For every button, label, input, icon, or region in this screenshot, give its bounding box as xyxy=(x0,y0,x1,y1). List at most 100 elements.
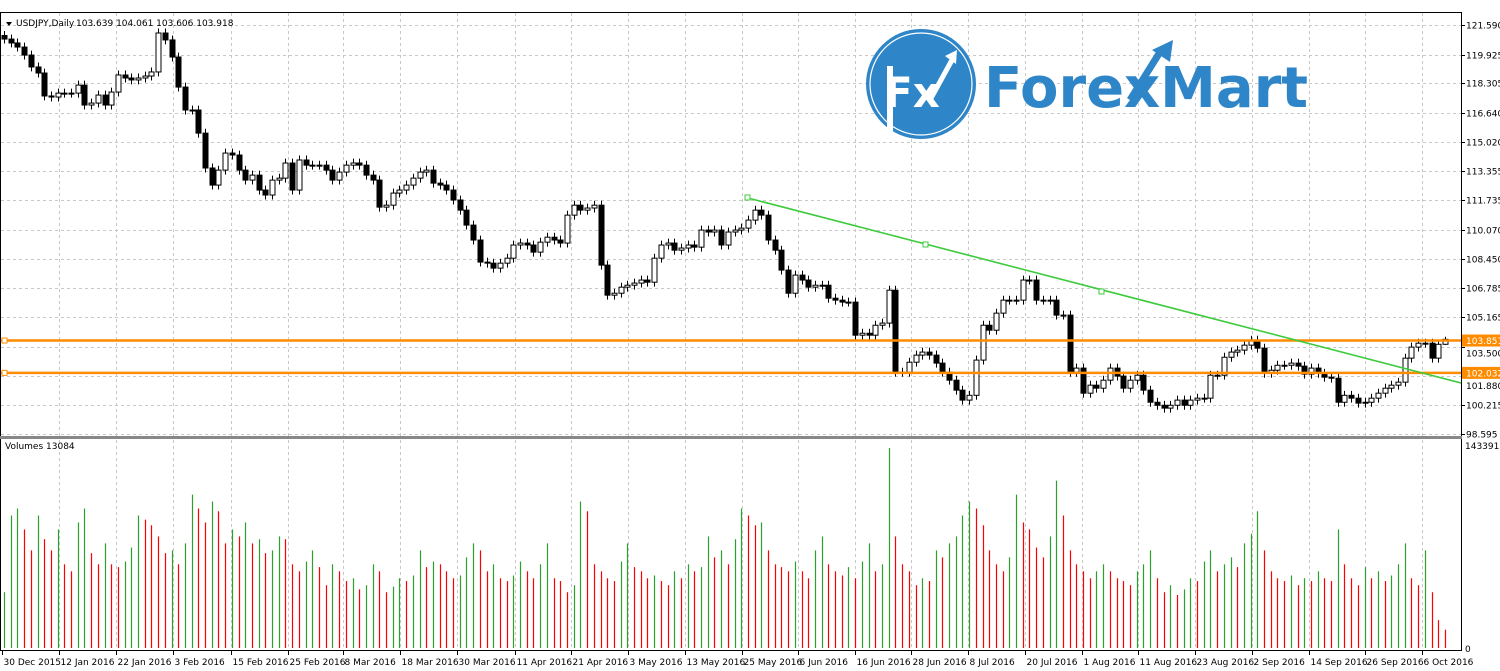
candle xyxy=(296,155,303,195)
candle xyxy=(1402,353,1409,387)
candle-body-bull xyxy=(403,184,410,191)
candle-body-bull xyxy=(1167,404,1174,409)
triangle-down-icon[interactable] xyxy=(6,22,12,26)
candle xyxy=(980,320,987,365)
candle xyxy=(14,38,21,52)
price-tick-label: 108.450 xyxy=(1466,256,1500,266)
candle-body-bear xyxy=(1335,377,1342,403)
candle-body-bull xyxy=(1020,279,1027,301)
candle-body-bear xyxy=(933,354,940,364)
trendline-handle[interactable] xyxy=(744,194,751,201)
level-price-label: 103.851 xyxy=(1466,337,1500,347)
candle-body-bear xyxy=(41,72,48,97)
candle-body-bear xyxy=(671,242,678,251)
date-tick-label: 6 Jun 2016 xyxy=(800,658,849,668)
candle xyxy=(1362,397,1369,408)
candle xyxy=(303,155,310,170)
candle xyxy=(1127,375,1134,393)
candle-body-bull xyxy=(135,77,142,81)
date-tick-label: 2 Sep 2016 xyxy=(1254,658,1306,668)
candle xyxy=(336,167,343,185)
candle xyxy=(437,178,444,190)
candle-body-bull xyxy=(1228,351,1235,358)
candle xyxy=(986,320,993,335)
pane-separator[interactable] xyxy=(0,436,1462,439)
level-handle[interactable] xyxy=(1,369,8,376)
candle-body-bull xyxy=(571,204,578,216)
candle xyxy=(1382,383,1389,398)
date-tick-label: 13 May 2016 xyxy=(687,658,746,668)
date-tick-label: 1 Aug 2016 xyxy=(1084,658,1136,668)
candle xyxy=(108,87,115,110)
candle-body-bull xyxy=(872,324,879,336)
candle-body-bear xyxy=(450,189,457,201)
candle-body-bull xyxy=(1100,379,1107,389)
trendline-handle[interactable] xyxy=(1098,288,1105,295)
candle xyxy=(537,237,544,257)
candle xyxy=(376,175,383,212)
candle xyxy=(504,253,511,268)
candle-body-bull xyxy=(383,204,390,208)
candle-body-bear xyxy=(122,74,129,79)
candle-body-bull xyxy=(658,244,665,259)
trendline-handle[interactable] xyxy=(922,241,929,248)
candle-body-bull xyxy=(1013,299,1020,302)
candle-body-bear xyxy=(1154,401,1161,406)
candle-body-bull xyxy=(61,92,68,95)
candle-body-bull xyxy=(1234,349,1241,353)
price-tick-label: 103.500 xyxy=(1466,350,1500,360)
price-axis: 121.590 119.925 118.305 116.640 115.020 113.3… xyxy=(1461,22,1500,441)
candle-body-bull xyxy=(698,229,705,248)
candle-body-bull xyxy=(276,177,283,181)
candle-body-bear xyxy=(236,154,243,171)
price-tick-label: 113.355 xyxy=(1466,168,1500,178)
candle xyxy=(1301,361,1308,379)
volume-zero-label: 0 xyxy=(1465,645,1471,655)
price-tick-label: 119.925 xyxy=(1466,52,1500,62)
candle xyxy=(772,235,779,255)
candle-body-bull xyxy=(906,361,913,373)
candle-body-bull xyxy=(752,209,759,221)
candle-body-bull xyxy=(1127,379,1134,389)
candle xyxy=(966,390,973,405)
candle-body-bear xyxy=(329,169,336,181)
chart-frame xyxy=(0,12,1462,651)
candle xyxy=(591,200,598,213)
candle-body-bull xyxy=(423,169,430,173)
candle xyxy=(457,195,464,215)
candle xyxy=(215,165,222,190)
candle xyxy=(1167,400,1174,413)
candle xyxy=(1368,393,1375,407)
candle xyxy=(209,163,216,190)
trendline[interactable] xyxy=(744,194,1462,384)
candle xyxy=(805,275,812,292)
candle xyxy=(262,185,269,200)
candle-body-bear xyxy=(162,32,169,41)
candle xyxy=(189,105,196,115)
candle-body-bear xyxy=(1261,347,1268,374)
candle-body-bull xyxy=(812,284,819,288)
level-handle[interactable] xyxy=(1,337,8,344)
candle-body-bull xyxy=(966,394,973,401)
candle-body-bull xyxy=(155,32,162,73)
candle xyxy=(725,227,732,250)
candle-body-bull xyxy=(1000,299,1007,314)
candle xyxy=(1348,390,1355,403)
candle-body-bear xyxy=(604,264,611,296)
candle-body-bull xyxy=(1201,397,1208,400)
candle xyxy=(618,282,625,298)
candle xyxy=(75,80,82,98)
candle xyxy=(1033,275,1040,305)
price-tick-label: 111.735 xyxy=(1466,197,1500,207)
candle-body-bull xyxy=(537,241,544,253)
candle xyxy=(329,165,336,185)
candle xyxy=(644,275,651,287)
candle-body-bear xyxy=(477,239,484,263)
candle-body-bull xyxy=(282,162,289,179)
candle xyxy=(765,210,772,245)
candle xyxy=(229,148,236,160)
candle-body-bear xyxy=(1,34,8,40)
candle xyxy=(8,34,15,48)
date-tick-label: 15 Feb 2016 xyxy=(233,658,289,668)
